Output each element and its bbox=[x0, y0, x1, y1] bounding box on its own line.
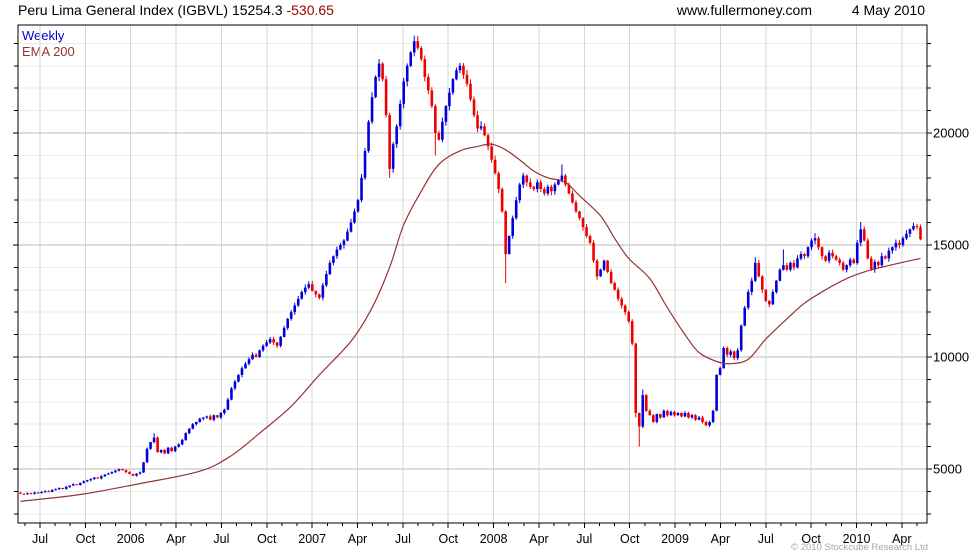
chart-title-main: Peru Lima General Index (IGBVL) 15254.3 bbox=[18, 2, 283, 18]
svg-text:20000: 20000 bbox=[933, 126, 969, 141]
axis-ticks bbox=[13, 42, 932, 528]
svg-text:Jul: Jul bbox=[576, 532, 592, 546]
plot-border bbox=[17, 24, 928, 524]
svg-text:10000: 10000 bbox=[933, 350, 969, 365]
minor-gridlines bbox=[18, 42, 927, 515]
svg-text:2008: 2008 bbox=[480, 532, 508, 546]
website-link[interactable]: www.fullermoney.com bbox=[676, 2, 812, 18]
svg-text:5000: 5000 bbox=[933, 462, 962, 477]
major-gridlines bbox=[18, 132, 927, 470]
svg-text:Jul: Jul bbox=[213, 532, 229, 546]
svg-text:Jul: Jul bbox=[758, 532, 774, 546]
svg-text:Jul: Jul bbox=[395, 532, 411, 546]
svg-text:2010: 2010 bbox=[843, 532, 871, 546]
svg-text:15000: 15000 bbox=[933, 238, 969, 253]
y-axis-labels: 5000 10000 15000 20000 bbox=[933, 126, 969, 477]
candlestick-series bbox=[19, 35, 922, 496]
svg-text:2009: 2009 bbox=[661, 532, 689, 546]
ema-line bbox=[20, 143, 921, 502]
svg-text:Apr: Apr bbox=[892, 532, 911, 546]
svg-text:Apr: Apr bbox=[711, 532, 730, 546]
svg-text:Oct: Oct bbox=[620, 532, 640, 546]
svg-text:2006: 2006 bbox=[117, 532, 145, 546]
legend-weekly: Weekly bbox=[22, 28, 65, 43]
chart-date: 4 May 2010 bbox=[851, 2, 925, 18]
svg-text:Apr: Apr bbox=[529, 532, 548, 546]
svg-text:Oct: Oct bbox=[438, 532, 458, 546]
x-axis-labels: Jul Oct 2006 Apr Jul Oct 2007 Apr Jul Oct 2008 Apr J… bbox=[32, 532, 912, 546]
svg-text:Apr: Apr bbox=[348, 532, 367, 546]
svg-text:Oct: Oct bbox=[801, 532, 821, 546]
chart-title: Peru Lima General Index (IGBVL) 15254.3 … bbox=[18, 2, 334, 18]
svg-text:Oct: Oct bbox=[257, 532, 277, 546]
svg-text:Oct: Oct bbox=[76, 532, 96, 546]
svg-text:Jul: Jul bbox=[32, 532, 48, 546]
svg-text:2007: 2007 bbox=[298, 532, 326, 546]
svg-text:Apr: Apr bbox=[166, 532, 185, 546]
chart-title-change: -530.65 bbox=[286, 2, 334, 18]
legend-ema-200: EMA 200 bbox=[22, 44, 75, 59]
copyright-notice: © 2010 Stockcube Research Ltd bbox=[791, 542, 928, 553]
